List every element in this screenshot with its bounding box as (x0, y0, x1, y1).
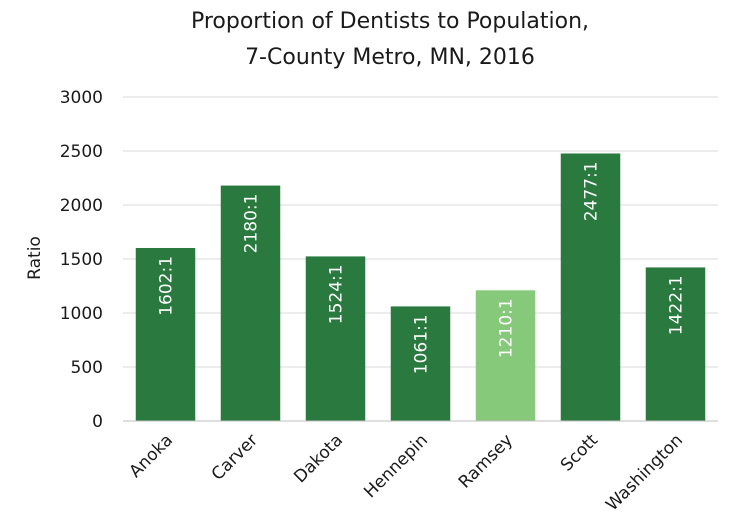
y-tick-label: 3000 (60, 88, 103, 108)
bar-scott (560, 153, 621, 421)
bar-dakota (305, 256, 366, 421)
y-tick-label: 500 (71, 358, 103, 378)
x-tick-label: Ramsey (455, 430, 517, 492)
chart-subtitle: 7-County Metro, MN, 2016 (245, 45, 535, 70)
data-labels: 1602:1 2180:1 1524:1 1061:1 1210:1 2477:1 1422… (157, 161, 687, 374)
y-tick-label: 0 (92, 412, 103, 432)
chart-title: Proportion of Dentists to Population, (191, 9, 589, 34)
y-tick-label: 2000 (60, 196, 103, 216)
data-label-scott: 2477:1 (582, 161, 602, 221)
data-label-washington: 1422:1 (667, 275, 687, 335)
bar-hennepin (390, 306, 451, 421)
x-tick-label: Dakota (290, 430, 347, 487)
x-axis-ticks: Anoka Carver Dakota Hennepin Ramsey Scott Wash… (126, 430, 687, 515)
y-axis-label: Ratio (25, 236, 45, 280)
data-label-ramsey: 1210:1 (497, 298, 517, 358)
data-label-dakota: 1524:1 (327, 264, 347, 324)
data-label-carver: 2180:1 (242, 194, 262, 254)
y-tick-label: 1000 (60, 304, 103, 324)
y-tick-label: 2500 (60, 142, 103, 162)
data-label-hennepin: 1061:1 (412, 314, 432, 374)
x-tick-label: Washington (602, 430, 687, 515)
bar-anoka (135, 247, 196, 421)
x-tick-label: Scott (557, 430, 602, 475)
bar-ramsey (475, 290, 536, 421)
bar-washington (645, 267, 706, 421)
x-tick-label: Hennepin (360, 430, 432, 502)
y-axis-ticks: 0 500 1000 1500 2000 2500 3000 (60, 88, 103, 432)
x-tick-label: Carver (208, 430, 262, 484)
bar-carver (220, 185, 281, 421)
x-tick-label: Anoka (126, 430, 177, 481)
bars (135, 153, 706, 421)
y-tick-label: 1500 (60, 250, 103, 270)
data-label-anoka: 1602:1 (157, 256, 177, 316)
